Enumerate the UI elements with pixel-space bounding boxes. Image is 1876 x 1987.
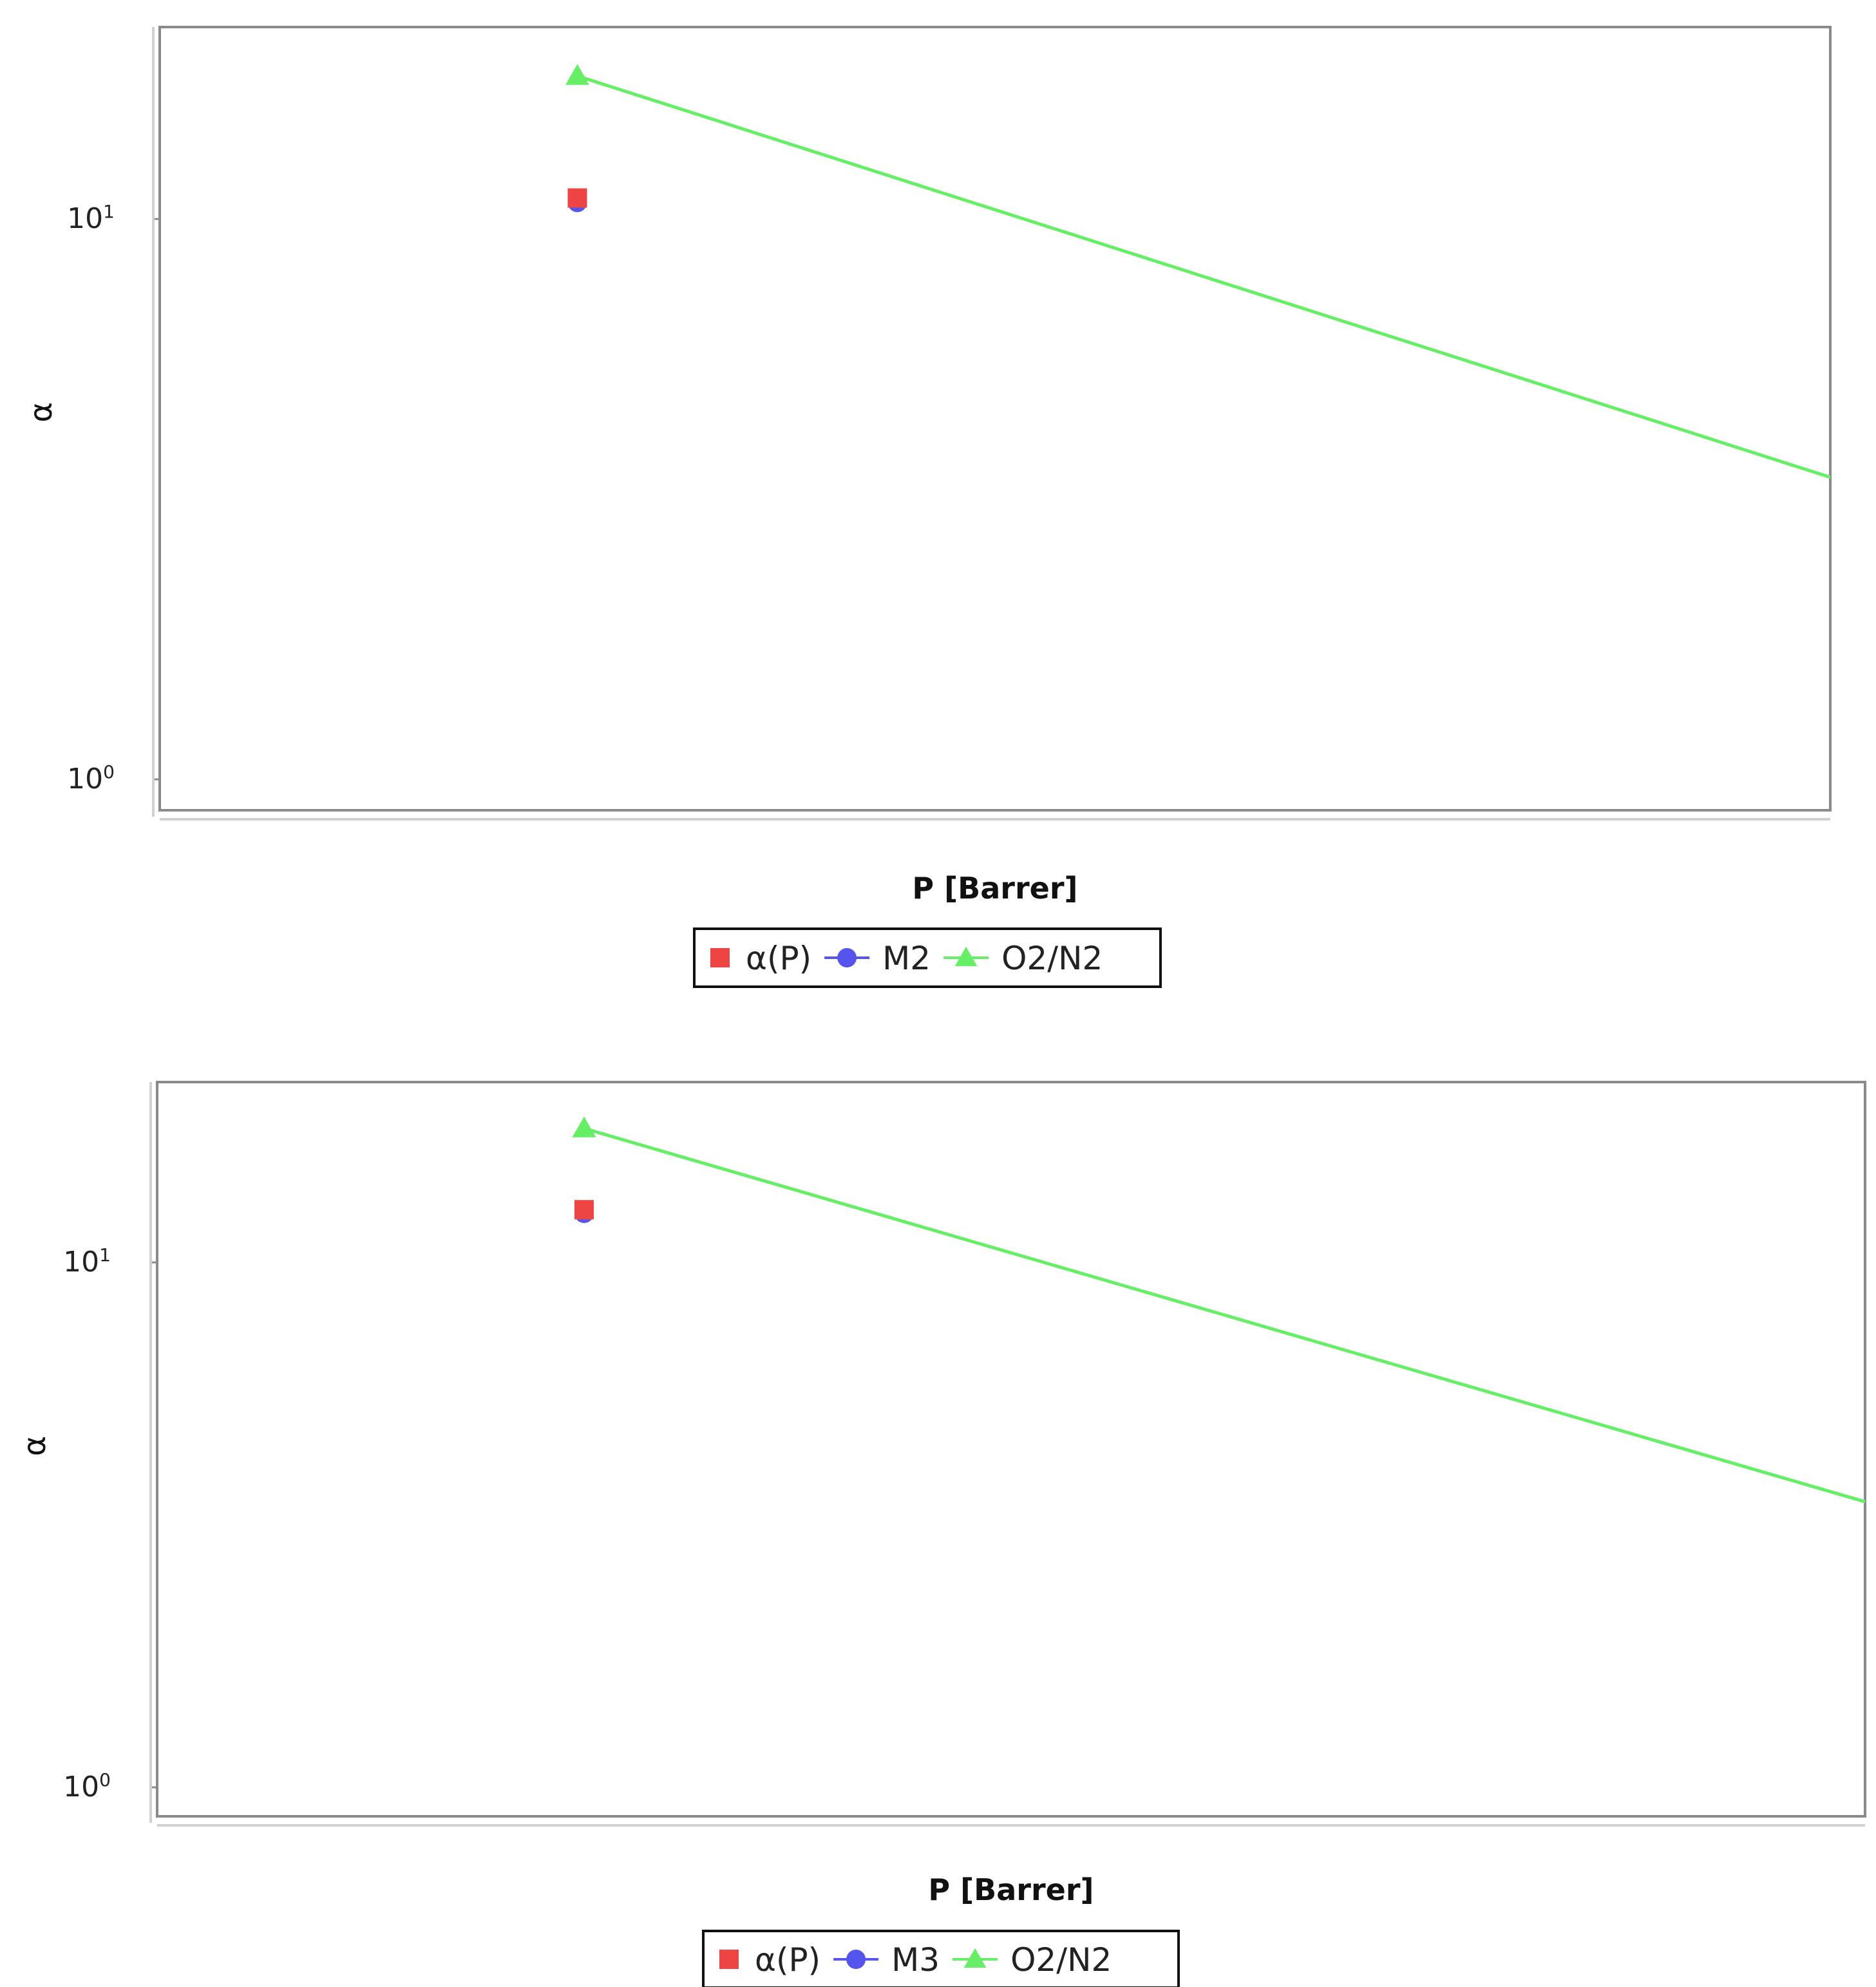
chart-1: 100 101 α P [Barrer] α(P) M2 O2/N2 — [23, 26, 1832, 988]
legend-marker — [719, 1950, 739, 1969]
legend-box — [693, 927, 1162, 988]
legend-label: O2/N2 — [1010, 1941, 1112, 1979]
legend-label: α(P) — [755, 1941, 820, 1979]
series-line — [576, 74, 1831, 479]
legend-marker — [963, 1948, 987, 1968]
legend: α(P) M3 O2/N2 — [702, 1930, 1180, 1987]
legend-label: M2 — [882, 940, 931, 977]
series-square — [567, 188, 587, 208]
legend: α(P) M2 O2/N2 — [693, 927, 1162, 988]
series-square — [574, 1200, 594, 1220]
y-tick-label: 101 — [67, 201, 115, 235]
legend-label: O2/N2 — [1001, 940, 1103, 977]
chart-2: 100 101 α P [Barrer] α(P) M3 O2/N2 — [17, 1081, 1866, 1987]
legend-marker — [837, 948, 857, 967]
series-triangle — [565, 64, 1831, 479]
series-line — [583, 1127, 1866, 1503]
legend-label: M3 — [891, 1941, 940, 1979]
data-point — [567, 188, 587, 208]
y-axis-label: α — [23, 402, 59, 423]
y-tick-label: 101 — [63, 1244, 111, 1279]
legend-marker — [710, 948, 730, 967]
x-axis-label: P [Barrer] — [928, 1872, 1094, 1907]
data-point — [565, 64, 589, 85]
y-tick-label: 100 — [67, 761, 115, 795]
plot-area — [156, 1081, 1866, 1818]
legend-marker — [954, 946, 978, 966]
legend-marker — [846, 1950, 866, 1969]
legend-label: α(P) — [746, 940, 811, 977]
series-triangle — [572, 1116, 1866, 1503]
y-tick-label: 100 — [63, 1769, 111, 1803]
plot-area — [158, 26, 1832, 812]
data-point — [574, 1200, 594, 1220]
y-axis-label: α — [17, 1436, 53, 1456]
data-point — [572, 1116, 596, 1137]
x-axis-label: P [Barrer] — [912, 871, 1077, 906]
legend-box — [702, 1930, 1180, 1987]
